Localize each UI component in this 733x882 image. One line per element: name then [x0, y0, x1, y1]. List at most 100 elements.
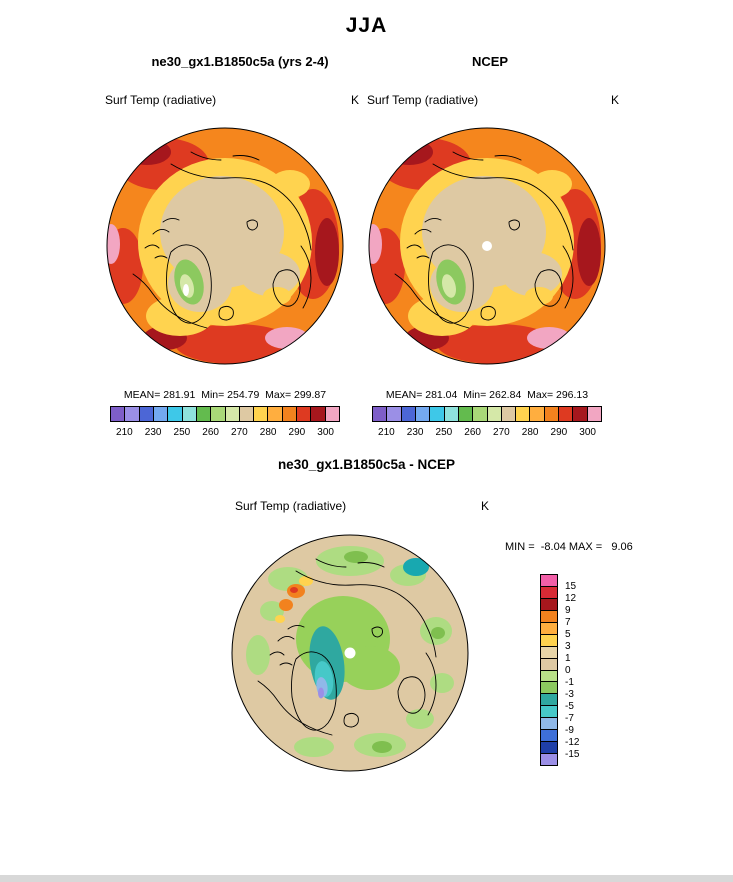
colorbar-segment	[541, 597, 557, 610]
obs-colorbar-group: 210 230 250 260 270 280 290 300	[372, 406, 602, 439]
colorbar-tick-label: 210	[378, 427, 395, 438]
colorbar-segment	[210, 407, 225, 421]
colorbar-segment	[541, 681, 557, 694]
colorbar-tick-label: 270	[231, 427, 248, 438]
map-border	[368, 127, 606, 365]
colorbar-segment	[267, 407, 282, 421]
colorbar-tick-label: 260	[202, 427, 219, 438]
map-border	[106, 127, 344, 365]
bottom-window-edge	[0, 875, 733, 882]
colorbar-segment	[529, 407, 544, 421]
diff-colorbar-label: -9	[565, 725, 574, 736]
colorbar-tick-label: 230	[406, 427, 424, 438]
diff-colorbar-label: -3	[565, 689, 574, 700]
colorbar-segment	[541, 729, 557, 742]
colorbar-segment	[541, 585, 557, 598]
colorbar-segment	[414, 407, 430, 421]
colorbar-segment	[515, 407, 530, 421]
colorbar-segment	[541, 741, 557, 754]
colorbar-segment	[558, 407, 573, 421]
colorbar-segment	[541, 717, 557, 730]
colorbar-segment	[541, 645, 557, 658]
colorbar-segment	[457, 407, 473, 421]
model-colorbar-group: 210 230 250 260 270 280 290 300	[110, 406, 340, 439]
colorbar-tick-label: 280	[259, 427, 277, 438]
colorbar-segment	[281, 407, 297, 421]
model-field-label: Surf Temp (radiative)	[105, 93, 217, 107]
model-map	[106, 127, 344, 365]
obs-column-title: NCEP	[471, 54, 509, 69]
model-colorbar	[110, 406, 340, 422]
model-stats: MEAN= 281.91 Min= 254.79 Max= 299.87	[123, 389, 327, 401]
season-title: JJA	[345, 14, 388, 37]
colorbar-segment	[541, 621, 557, 634]
model-column-title: ne30_gx1.B1850c5a (yrs 2-4)	[151, 54, 329, 69]
model-map-field	[107, 128, 343, 364]
diff-colorbar	[540, 574, 558, 766]
colorbar-segment	[400, 407, 415, 421]
diff-field-label: Surf Temp (radiative)	[235, 499, 347, 513]
diff-colorbar-label: -1	[565, 677, 574, 688]
colorbar-segment	[541, 753, 557, 765]
colorbar-tick-label: 300	[317, 427, 334, 438]
pole-hole	[482, 241, 492, 251]
colorbar-segment	[152, 407, 168, 421]
obs-colorbar-ticks: 210 230 250 260 270 280 290 300	[372, 427, 602, 439]
colorbar-segment	[500, 407, 516, 421]
diff-colorbar-label: -5	[565, 701, 574, 712]
colorbar-tick-label: 290	[288, 427, 306, 438]
colorbar-segment	[541, 657, 557, 670]
colorbar-segment	[181, 407, 196, 421]
diff-colorbar-label: -15	[565, 749, 580, 760]
colorbar-tick-label: 250	[435, 427, 453, 438]
colorbar-segment	[486, 407, 501, 421]
diff-colorbar-label: 9	[565, 605, 571, 616]
diff-colorbar-label: 12	[565, 593, 577, 604]
colorbar-segment	[124, 407, 139, 421]
pole-hole	[344, 647, 356, 659]
diff-colorbar-label: -7	[565, 713, 574, 724]
obs-map-field	[369, 128, 605, 364]
colorbar-segment	[541, 609, 557, 622]
colorbar-tick-label: 250	[173, 427, 191, 438]
diff-minmax: MIN = -8.04 MAX = 9.06	[505, 541, 633, 553]
obs-stats: MEAN= 281.04 Min= 262.84 Max= 296.13	[385, 389, 589, 401]
diff-colorbar-label: -12	[565, 737, 580, 748]
colorbar-segment	[541, 669, 557, 682]
colorbar-segment	[429, 407, 444, 421]
colorbar-segment	[541, 633, 557, 646]
difference-map-field	[232, 535, 468, 771]
colorbar-tick-label: 210	[116, 427, 133, 438]
model-units-label: K	[351, 93, 360, 107]
colorbar-segment	[224, 407, 239, 421]
colorbar-segment	[138, 407, 153, 421]
diff-colorbar-label: 5	[565, 629, 571, 640]
colorbar-tick-label: 300	[579, 427, 596, 438]
obs-map	[368, 127, 606, 365]
map-border	[231, 534, 469, 772]
diff-colorbar-label: 15	[565, 581, 577, 592]
colorbar-segment	[572, 407, 587, 421]
diff-colorbar-labels: 15 12 9 7 5 3 1 0 -1 -3 -5 -7 -9 -12 -15	[565, 574, 599, 766]
obs-field-label: Surf Temp (radiative)	[367, 93, 479, 107]
colorbar-segment	[543, 407, 559, 421]
colorbar-segment	[472, 407, 487, 421]
obs-colorbar	[372, 406, 602, 422]
colorbar-segment	[386, 407, 401, 421]
colorbar-tick-label: 230	[144, 427, 162, 438]
colorbar-segment	[310, 407, 325, 421]
colorbar-segment	[586, 407, 601, 421]
model-colorbar-ticks: 210 230 250 260 270 280 290 300	[110, 427, 340, 439]
colorbar-segment	[541, 575, 557, 586]
difference-section-title: ne30_gx1.B1850c5a - NCEP	[277, 457, 456, 472]
diff-colorbar-label: 1	[565, 653, 571, 664]
difference-map	[231, 534, 469, 772]
colorbar-segment	[373, 407, 387, 421]
diff-colorbar-label: 0	[565, 665, 571, 676]
diff-colorbar-group: 15 12 9 7 5 3 1 0 -1 -3 -5 -7 -9 -12 -15	[540, 574, 579, 766]
colorbar-segment	[253, 407, 268, 421]
diff-colorbar-label: 7	[565, 617, 571, 628]
colorbar-segment	[541, 705, 557, 718]
colorbar-segment	[443, 407, 458, 421]
